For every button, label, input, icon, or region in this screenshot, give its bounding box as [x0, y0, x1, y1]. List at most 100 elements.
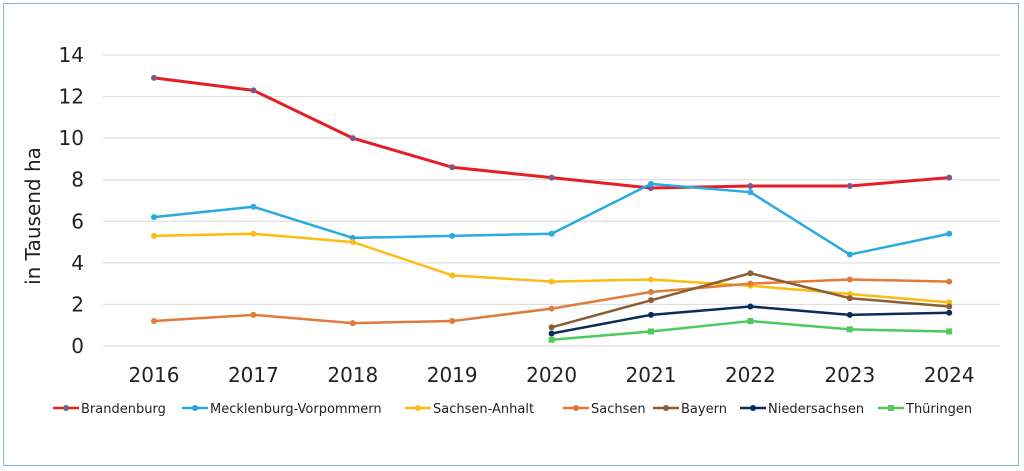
legend-item: Sachsen [563, 402, 646, 417]
data-point [548, 305, 555, 312]
data-point [250, 311, 257, 318]
legend-marker [192, 405, 198, 411]
data-point [648, 297, 654, 304]
data-point [747, 303, 754, 310]
data-point [449, 272, 456, 279]
data-point [846, 251, 853, 258]
series-th-ringen [548, 318, 953, 343]
legend-item: Sachsen-Anhalt [405, 402, 534, 417]
y-tick-label: 4 [71, 251, 84, 275]
y-tick-labels: 0 2 4 6 8 10 12 14 [59, 43, 84, 358]
y-axis-label: in Tausend ha [21, 147, 45, 285]
data-point [449, 318, 456, 325]
data-point [846, 182, 853, 189]
data-point [548, 174, 555, 181]
data-point [548, 230, 555, 237]
data-point [548, 330, 555, 337]
series-mecklenburg-vorpommern [151, 180, 953, 258]
data-point [151, 214, 157, 221]
y-tick-label: 0 [71, 334, 84, 358]
series-sachsen [151, 276, 953, 327]
legend-item: Bayern [653, 402, 727, 417]
data-point [151, 232, 157, 239]
data-point [946, 230, 953, 237]
legend-label: Mecklenburg-Vorpommern [210, 402, 382, 417]
y-tick-label: 6 [71, 209, 84, 233]
data-point [747, 270, 754, 277]
data-point [648, 328, 654, 335]
x-tick-label: 2020 [526, 363, 577, 387]
data-point [946, 309, 953, 316]
series-bayern [548, 270, 953, 331]
data-point [250, 203, 257, 210]
x-tick-label: 2021 [626, 363, 677, 387]
data-point [946, 174, 953, 181]
data-point [846, 295, 853, 302]
y-tick-label: 10 [59, 126, 84, 150]
y-tick-label: 8 [71, 168, 84, 192]
legend-marker [415, 405, 421, 411]
series-line [153, 76, 950, 190]
series-lines [151, 74, 953, 343]
x-tick-labels: 2016 2017 2018 2019 2020 2021 2022 2023 2024 [129, 363, 975, 387]
x-tick-label: 2018 [327, 363, 378, 387]
data-point [349, 135, 356, 142]
data-point [349, 320, 356, 327]
x-tick-label: 2019 [427, 363, 478, 387]
legend-marker [663, 405, 669, 411]
data-point [548, 278, 555, 285]
data-point [747, 189, 754, 196]
data-point [946, 303, 953, 310]
data-point [250, 230, 257, 237]
data-point [648, 276, 654, 283]
series-niedersachsen [548, 303, 953, 337]
data-point [846, 276, 853, 283]
legend-item: Thüringen [878, 402, 972, 417]
legend-marker [888, 405, 894, 411]
data-point [946, 299, 953, 306]
data-point [648, 288, 654, 295]
data-point [846, 311, 853, 318]
data-point [349, 234, 356, 241]
legend-marker [573, 405, 579, 411]
data-point [747, 318, 754, 325]
x-tick-label: 2024 [924, 363, 975, 387]
data-point [151, 74, 157, 81]
legend-marker [750, 405, 756, 411]
data-point [250, 87, 257, 94]
data-point [747, 280, 754, 287]
data-point [946, 328, 953, 335]
data-point [846, 291, 853, 298]
x-tick-label: 2023 [824, 363, 875, 387]
legend-item: Niedersachsen [740, 402, 864, 417]
data-point [449, 232, 456, 239]
legend-marker [63, 405, 69, 411]
data-point [548, 324, 555, 331]
legend-label: Brandenburg [81, 402, 166, 417]
legend-label: Niedersachsen [768, 402, 864, 417]
data-point [747, 182, 754, 189]
series-brandenburg [151, 74, 953, 192]
legend-item: Brandenburg [53, 402, 166, 417]
series-line [153, 278, 950, 325]
x-tick-label: 2022 [725, 363, 776, 387]
legend-item: Mecklenburg-Vorpommern [182, 402, 382, 417]
legend-label: Sachsen-Anhalt [433, 402, 534, 417]
data-point [349, 239, 356, 246]
data-point [151, 318, 157, 325]
y-tick-label: 2 [71, 292, 84, 316]
x-tick-label: 2016 [129, 363, 180, 387]
x-tick-label: 2017 [228, 363, 279, 387]
data-point [648, 180, 654, 187]
y-tick-label: 12 [59, 85, 84, 109]
data-point [946, 278, 953, 285]
legend-label: Sachsen [591, 402, 646, 417]
y-tick-label: 14 [59, 43, 84, 67]
data-point [648, 311, 654, 318]
data-point [846, 326, 853, 333]
series-line [153, 182, 950, 256]
data-point [648, 185, 654, 192]
data-point [548, 336, 555, 343]
data-point [449, 164, 456, 171]
